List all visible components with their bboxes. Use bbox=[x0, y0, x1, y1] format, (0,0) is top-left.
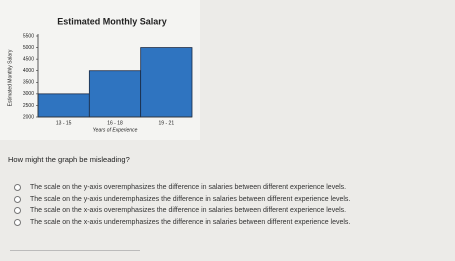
y-tick-label: 3000 bbox=[23, 91, 34, 97]
answer-option[interactable]: The scale on the x-axis underemphasizes … bbox=[14, 217, 350, 229]
radio-button[interactable] bbox=[14, 219, 21, 227]
bar bbox=[140, 47, 193, 118]
answer-option[interactable]: The scale on the y-axis overemphasizes t… bbox=[14, 182, 350, 194]
x-axis-label: Years of Experience bbox=[93, 127, 138, 133]
chart-title: Estimated Monthly Salary bbox=[57, 16, 167, 26]
y-tick-label: 4000 bbox=[23, 68, 34, 74]
y-axis-label: Estimated Monthly Salary bbox=[7, 49, 13, 106]
answer-option[interactable]: The scale on the x-axis overemphasizes t… bbox=[14, 205, 350, 217]
chart: Estimated Monthly Salary Estimated Month… bbox=[0, 0, 200, 140]
radio-button[interactable] bbox=[14, 184, 21, 192]
y-tick-label: 2500 bbox=[23, 103, 34, 109]
bar bbox=[88, 70, 142, 118]
answer-option[interactable]: The scale on the y-axis underemphasizes … bbox=[14, 194, 350, 206]
divider bbox=[10, 250, 140, 261]
options: The scale on the y-axis overemphasizes t… bbox=[14, 182, 350, 228]
y-tick-label: 3500 bbox=[23, 80, 34, 86]
y-tick-label: 2000 bbox=[23, 114, 34, 120]
y-tick-label: 5000 bbox=[23, 45, 34, 51]
bar bbox=[37, 93, 90, 118]
option-text: The scale on the x-axis underemphasizes … bbox=[30, 219, 351, 227]
radio-button[interactable] bbox=[14, 207, 21, 215]
x-tick-label: 19 - 21 bbox=[159, 120, 175, 126]
option-text: The scale on the y-axis underemphasizes … bbox=[30, 195, 351, 203]
radio-button[interactable] bbox=[14, 195, 21, 203]
y-tick-label: 5500 bbox=[23, 33, 34, 39]
x-tick-label: 16 - 18 bbox=[107, 120, 123, 126]
y-tick-label: 4500 bbox=[23, 56, 34, 62]
x-tick-label: 13 - 15 bbox=[56, 120, 72, 126]
option-text: The scale on the y-axis overemphasizes t… bbox=[30, 184, 347, 192]
option-text: The scale on the x-axis overemphasizes t… bbox=[30, 207, 347, 215]
question: How might the graph be misleading? bbox=[8, 155, 130, 164]
